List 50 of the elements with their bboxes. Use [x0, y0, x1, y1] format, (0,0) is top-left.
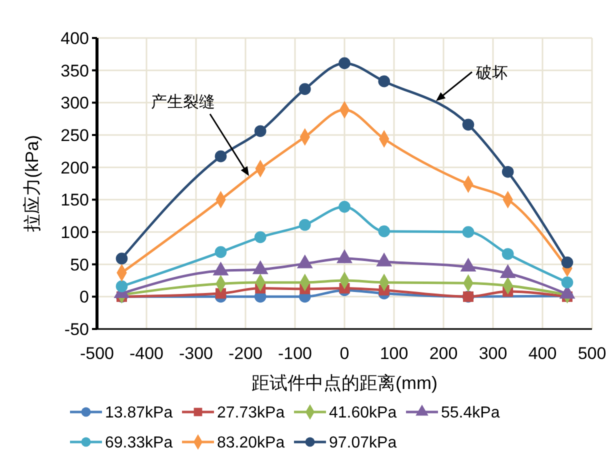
- y-tick-label: 150: [60, 190, 89, 210]
- point: [338, 57, 350, 70]
- y-tick-label: 250: [60, 126, 89, 145]
- point: [561, 256, 574, 268]
- y-tick-label: 300: [60, 94, 89, 113]
- y-tick-label: -50: [64, 320, 89, 339]
- legend-label: 27.73kPa: [217, 404, 285, 422]
- point: [502, 248, 514, 260]
- legend-label: 69.33kPa: [105, 434, 173, 452]
- point: [378, 75, 390, 88]
- x-tick-label: -200: [228, 344, 263, 363]
- x-tick-label: -500: [80, 344, 114, 363]
- x-tick-label: -400: [129, 344, 164, 363]
- point: [214, 246, 227, 258]
- y-axis-title: 拉应力(kPa): [22, 134, 42, 232]
- point: [561, 276, 574, 288]
- point: [378, 225, 390, 238]
- legend-label: 55.4kPa: [441, 404, 500, 422]
- legend-label: 13.87kPa: [105, 404, 173, 422]
- legend-label: 41.60kPa: [329, 404, 397, 422]
- x-tick-label: 200: [429, 344, 458, 363]
- x-tick-label: 0: [340, 344, 350, 363]
- x-tick-label: 400: [528, 344, 557, 363]
- y-tick-label: 350: [60, 61, 89, 80]
- point: [214, 150, 227, 162]
- point: [298, 218, 311, 231]
- point: [502, 166, 514, 178]
- point: [116, 280, 128, 292]
- x-axis-title: 距试件中点的距离(mm): [252, 373, 438, 393]
- y-tick-label: 200: [60, 158, 89, 178]
- x-tick-label: 300: [478, 344, 508, 363]
- x-tick-label: 100: [380, 344, 408, 363]
- y-tick-label: 100: [60, 222, 89, 242]
- x-tick-label: -300: [178, 344, 214, 363]
- point: [462, 118, 474, 131]
- x-tick-label: -100: [278, 344, 312, 363]
- point: [116, 252, 128, 264]
- point: [254, 231, 266, 244]
- y-tick-label: 50: [70, 255, 89, 274]
- annotation: 破坏: [475, 64, 508, 82]
- point: [254, 125, 266, 138]
- legend-label: 83.20kPa: [217, 434, 285, 452]
- y-tick-label: 0: [80, 288, 89, 307]
- point: [338, 200, 350, 213]
- point: [298, 83, 311, 95]
- point: [462, 226, 474, 238]
- y-tick-label: 400: [60, 28, 89, 48]
- legend-label: 97.07kPa: [329, 434, 397, 452]
- annotation: 产生裂缝: [151, 93, 215, 111]
- x-tick-label: 500: [578, 344, 606, 363]
